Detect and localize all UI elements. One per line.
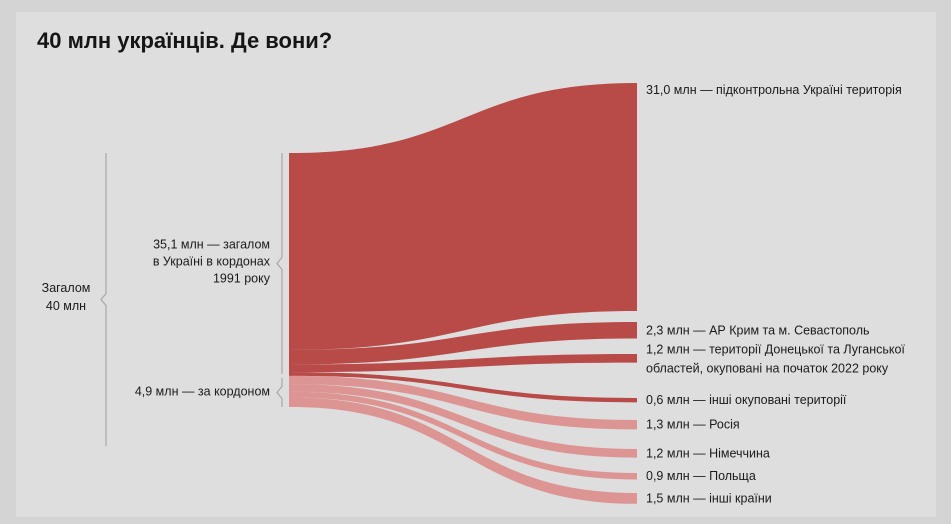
flow-label-3: 1,2 млн — території Донецької та Лугансь… bbox=[646, 342, 905, 356]
group-label-in-ukraine: 1991 року bbox=[213, 271, 271, 285]
flow-6 bbox=[291, 384, 637, 458]
flow-7 bbox=[291, 391, 637, 480]
flow-4 bbox=[291, 372, 637, 403]
flow-label-5: 1,3 млн — Росія bbox=[646, 418, 740, 432]
flow-8 bbox=[291, 397, 637, 504]
bracket-in-ukraine bbox=[276, 153, 283, 374]
flow-label-2: 2,3 млн — АР Крим та м. Севастополь bbox=[646, 323, 870, 337]
flow-3 bbox=[291, 354, 637, 373]
flow-label-8: 1,5 млн — інші країни bbox=[646, 491, 772, 505]
bracket-total bbox=[100, 153, 107, 446]
flow-label-6: 1,2 млн — Німеччина bbox=[646, 446, 770, 460]
group-bar-in_ukraine bbox=[289, 153, 292, 376]
total-value: 40 млн bbox=[46, 299, 86, 313]
flow-label-3: областей, окуповані на початок 2022 року bbox=[646, 361, 889, 375]
group-label-abroad: 4,9 млн — за кордоном bbox=[135, 384, 270, 398]
flow-label-7: 0,9 млн — Польща bbox=[646, 469, 756, 483]
total-label: Загалом bbox=[42, 281, 91, 295]
group-label-in-ukraine: в Україні в кордонах bbox=[153, 254, 271, 268]
bracket-abroad bbox=[276, 377, 283, 407]
flow-5 bbox=[291, 375, 637, 430]
group-label-in-ukraine: 35,1 млн — загалом bbox=[153, 237, 270, 251]
chart-title: 40 млн українців. Де вони? bbox=[37, 28, 333, 53]
flow-label-1: 31,0 млн — підконтрольна Україні територ… bbox=[646, 83, 902, 97]
group-bar-abroad bbox=[289, 375, 292, 407]
flow-1 bbox=[291, 83, 637, 350]
flow-2 bbox=[291, 322, 637, 365]
flow-label-4: 0,6 млн — інші окуповані території bbox=[646, 393, 847, 407]
